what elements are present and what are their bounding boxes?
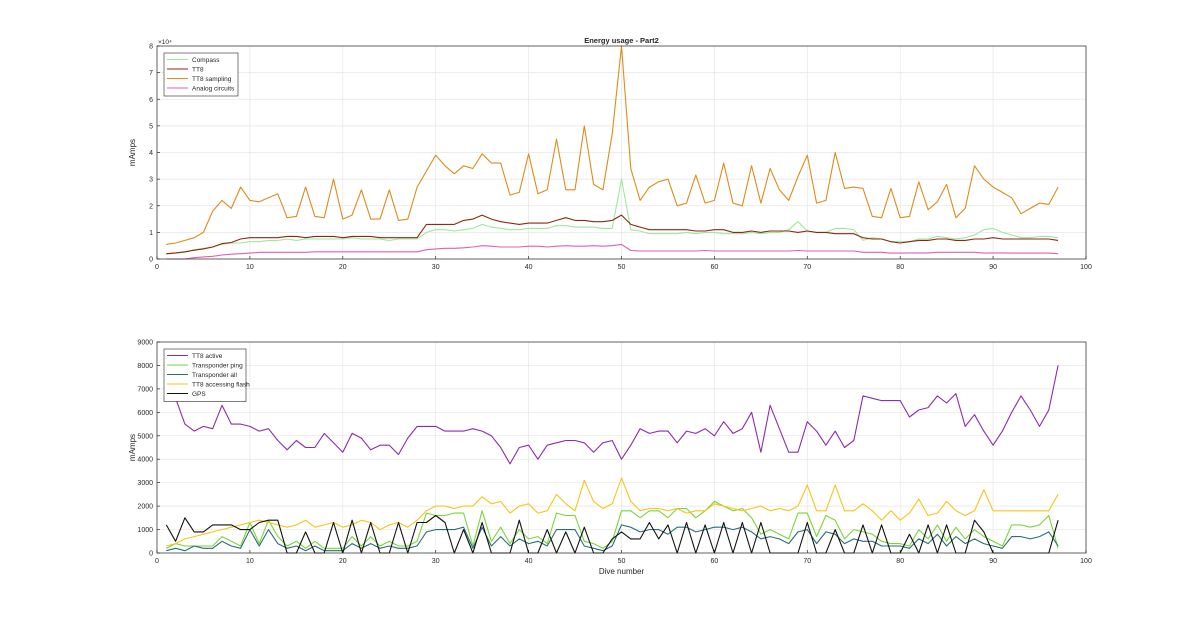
legend-label: GPS <box>192 391 206 398</box>
y-tick-label: 6000 <box>137 410 153 417</box>
axes-frame <box>156 341 1087 554</box>
axes-frame <box>156 45 1087 260</box>
legend-box <box>163 348 247 402</box>
chart-title: Energy usage - Part2 <box>584 36 659 45</box>
y-tick-label: 6 <box>149 97 153 104</box>
top-chart: 0 10 20 30 40 50 60 70 80 90 100 0 1 2 3 4 5 6 7 8 Energy us… <box>128 36 1092 271</box>
x-tick-label: 10 <box>246 558 254 565</box>
y-tick-label: 1 <box>149 230 153 237</box>
x-tick-label: 0 <box>155 264 159 271</box>
y-tick-label: 7000 <box>137 386 153 393</box>
x-tick-label: 40 <box>525 264 533 271</box>
x-tick-label: 50 <box>618 264 626 271</box>
x-tick-label: 90 <box>989 558 997 565</box>
y-tick-label: 5 <box>149 123 153 130</box>
x-tick-label: 80 <box>896 558 904 565</box>
legend-box <box>163 52 239 97</box>
y-tick-label: 1000 <box>137 527 153 534</box>
x-tick-label: 30 <box>432 558 440 565</box>
y-tick-label: 8000 <box>137 363 153 370</box>
y-tick-label: 0 <box>149 551 153 558</box>
x-tick-label: 10 <box>246 264 254 271</box>
y-tick-label: 0 <box>149 257 153 264</box>
legend-label: TT8 accessing flash <box>192 381 250 388</box>
legend-label: Compass <box>192 57 220 64</box>
legend-label: Analog circuits <box>192 85 235 92</box>
y-tick-label: 3 <box>149 177 153 184</box>
y-tick-label: 8 <box>149 44 153 51</box>
series-line-tt8 <box>166 214 1059 255</box>
y-tick-label: 2000 <box>137 504 153 511</box>
x-tick-label: 70 <box>803 264 811 271</box>
series-line-transponder-ping <box>166 500 1059 549</box>
x-tick-label: 100 <box>1080 264 1092 271</box>
y-tick-label: 2 <box>149 203 153 210</box>
series-line-tt8-active <box>165 365 1059 465</box>
legend-label: Transponder ping <box>192 362 243 369</box>
x-tick-label: 70 <box>803 558 811 565</box>
y-tick-label: 3000 <box>137 480 153 487</box>
x-tick-label: 80 <box>896 264 904 271</box>
bottom-chart: 0 10 20 30 40 50 60 70 80 90 100010002000300040005… <box>128 340 1092 577</box>
x-tick-label: 40 <box>525 558 533 565</box>
y-tick-label: 9000 <box>137 340 153 347</box>
x-tick-label: 20 <box>339 558 347 565</box>
y-axis-label: mAmps <box>128 434 137 461</box>
series-line-tt8-accessing-flash <box>166 477 1059 547</box>
y-tick-label: 4 <box>149 150 153 157</box>
x-tick-label: 100 <box>1080 558 1092 565</box>
x-tick-label: 30 <box>432 264 440 271</box>
series-line-tt8-sampling <box>166 45 1059 245</box>
x-tick-label: 50 <box>618 558 626 565</box>
x-tick-label: 90 <box>989 264 997 271</box>
series-line-analog-circuits <box>166 243 1059 260</box>
y-tick-label: 5000 <box>137 433 153 440</box>
x-tick-label: 0 <box>155 558 159 565</box>
legend-label: TT8 sampling <box>192 76 232 83</box>
legend-label: TT8 <box>192 66 204 73</box>
x-axis-label: Dive number <box>599 567 645 576</box>
x-tick-label: 60 <box>711 264 719 271</box>
series-line-transponder-all <box>166 524 1059 552</box>
legend-label: TT8 active <box>192 353 223 360</box>
y-axis-label: mAmps <box>128 139 137 166</box>
x-tick-label: 60 <box>711 558 719 565</box>
y-exponent-label: ×10⁴ <box>158 39 172 46</box>
x-tick-label: 20 <box>339 264 347 271</box>
y-tick-label: 4000 <box>137 457 153 464</box>
y-tick-label: 7 <box>149 70 153 77</box>
legend-label: Transponder all <box>192 372 237 379</box>
